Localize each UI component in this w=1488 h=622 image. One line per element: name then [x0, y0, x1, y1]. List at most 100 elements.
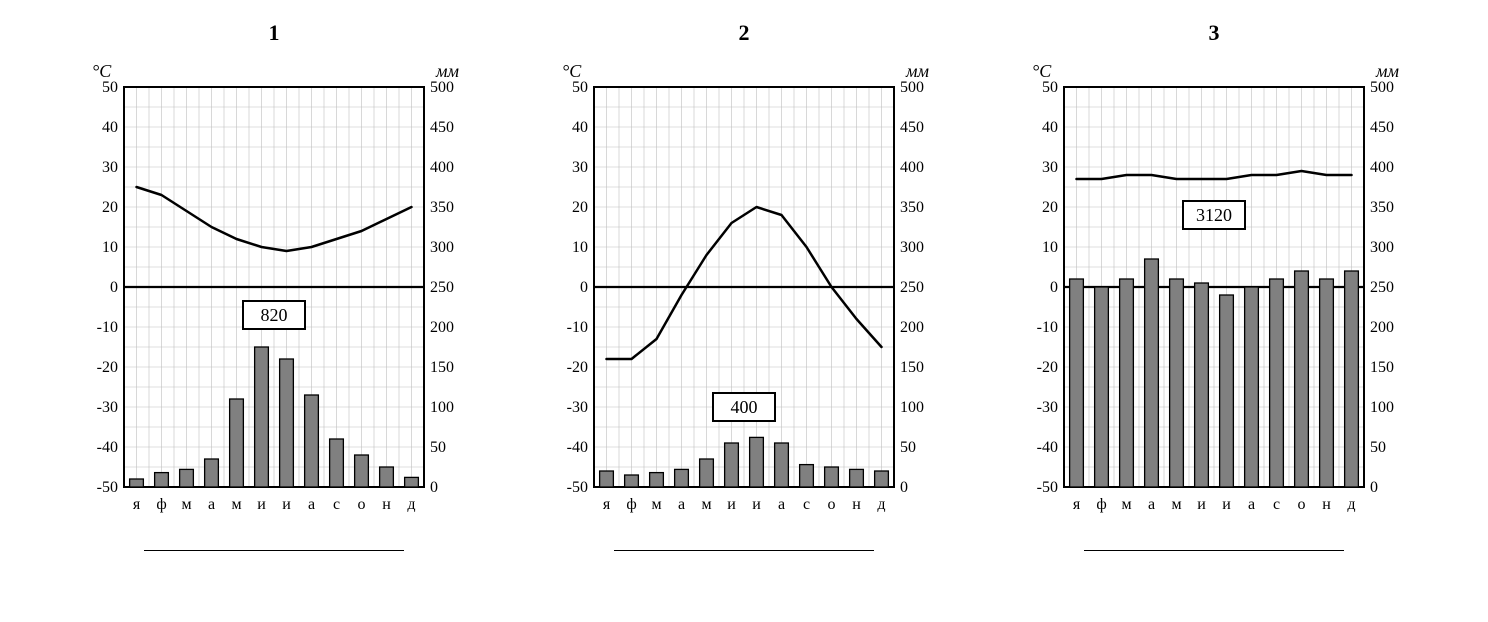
right-tick: 250 [430, 279, 454, 296]
right-tick: 450 [430, 119, 454, 136]
precip-bar [1095, 287, 1109, 487]
right-unit-label: мм [905, 61, 929, 81]
left-tick: 40 [1042, 119, 1058, 136]
left-tick: -40 [97, 439, 118, 456]
panel-title: 2 [739, 20, 750, 46]
precip-bar [1120, 279, 1134, 487]
right-tick: 300 [430, 239, 454, 256]
x-label: н [382, 496, 391, 513]
left-tick: 10 [102, 239, 118, 256]
right-tick: 500 [900, 79, 924, 96]
left-tick: 10 [1042, 239, 1058, 256]
x-label: д [407, 496, 415, 513]
climograph-svg: °Cмм-50-40-30-20-10010203040500501001502… [69, 52, 479, 522]
panel-title: 1 [269, 20, 280, 46]
x-label: м [701, 496, 711, 513]
right-tick: 400 [900, 159, 924, 176]
left-tick: -30 [97, 399, 118, 416]
right-tick: 100 [1370, 399, 1394, 416]
left-tick: 40 [102, 119, 118, 136]
climograph-3: 3°Cмм-50-40-30-20-1001020304050050100150… [1009, 20, 1419, 551]
left-tick: 50 [102, 79, 118, 96]
precip-bar [1195, 283, 1209, 487]
right-tick: 100 [430, 399, 454, 416]
left-tick: -40 [1037, 439, 1058, 456]
left-unit-label: °C [1032, 61, 1052, 81]
left-tick: 20 [572, 199, 588, 216]
right-tick: 350 [900, 199, 924, 216]
precip-bar [155, 473, 169, 487]
left-tick: 50 [572, 79, 588, 96]
climograph-row: 1°Cмм-50-40-30-20-1001020304050050100150… [20, 20, 1468, 551]
x-label: я [133, 496, 141, 513]
precip-bar [600, 471, 614, 487]
left-tick: -30 [1037, 399, 1058, 416]
right-tick: 250 [1370, 279, 1394, 296]
right-tick: 50 [1370, 439, 1386, 456]
right-tick: 50 [430, 439, 446, 456]
left-tick: -10 [1037, 319, 1058, 336]
right-tick: 150 [900, 359, 924, 376]
left-tick: 30 [572, 159, 588, 176]
right-tick: 0 [430, 479, 438, 496]
climograph-svg: °Cмм-50-40-30-20-10010203040500501001502… [539, 52, 949, 522]
left-tick: 0 [580, 279, 588, 296]
x-label: д [1347, 496, 1355, 513]
precip-bar [305, 395, 319, 487]
x-label: о [1298, 496, 1306, 513]
precip-bar [1245, 287, 1259, 487]
precip-bar [280, 359, 294, 487]
precip-bar [1295, 271, 1309, 487]
precip-bar [700, 459, 714, 487]
right-tick: 400 [1370, 159, 1394, 176]
right-tick: 300 [1370, 239, 1394, 256]
precip-bar [1070, 279, 1084, 487]
right-tick: 100 [900, 399, 924, 416]
right-tick: 450 [900, 119, 924, 136]
climograph-svg: °Cмм-50-40-30-20-10010203040500501001502… [1009, 52, 1419, 522]
x-label: а [308, 496, 315, 513]
x-label: н [1322, 496, 1331, 513]
precip-bar [750, 437, 764, 487]
precip-bar [405, 477, 419, 487]
left-tick: 0 [110, 279, 118, 296]
right-tick: 0 [1370, 479, 1378, 496]
left-unit-label: °C [92, 61, 112, 81]
precip-bar [130, 479, 144, 487]
annotation-value: 3120 [1196, 205, 1232, 225]
right-unit-label: мм [435, 61, 459, 81]
right-tick: 0 [900, 479, 908, 496]
right-unit-label: мм [1375, 61, 1399, 81]
right-tick: 350 [1370, 199, 1394, 216]
left-tick: 0 [1050, 279, 1058, 296]
precip-bar [355, 455, 369, 487]
x-label: м [651, 496, 661, 513]
right-tick: 300 [900, 239, 924, 256]
left-tick: -40 [567, 439, 588, 456]
answer-line [144, 550, 404, 551]
left-tick: -10 [567, 319, 588, 336]
left-tick: 40 [572, 119, 588, 136]
x-label: а [208, 496, 215, 513]
precip-bar [1345, 271, 1359, 487]
x-label: д [877, 496, 885, 513]
precip-bar [330, 439, 344, 487]
x-label: а [1148, 496, 1155, 513]
x-label: и [1222, 496, 1231, 513]
answer-line [614, 550, 874, 551]
left-tick: -20 [1037, 359, 1058, 376]
annotation-value: 400 [731, 397, 758, 417]
right-tick: 250 [900, 279, 924, 296]
left-tick: -20 [97, 359, 118, 376]
left-unit-label: °C [562, 61, 582, 81]
precip-bar [625, 475, 639, 487]
right-tick: 350 [430, 199, 454, 216]
left-tick: 10 [572, 239, 588, 256]
precip-bar [255, 347, 269, 487]
left-tick: -50 [567, 479, 588, 496]
x-label: м [1171, 496, 1181, 513]
right-tick: 200 [900, 319, 924, 336]
precip-bar [1220, 295, 1234, 487]
x-label: я [603, 496, 611, 513]
left-tick: -50 [1037, 479, 1058, 496]
